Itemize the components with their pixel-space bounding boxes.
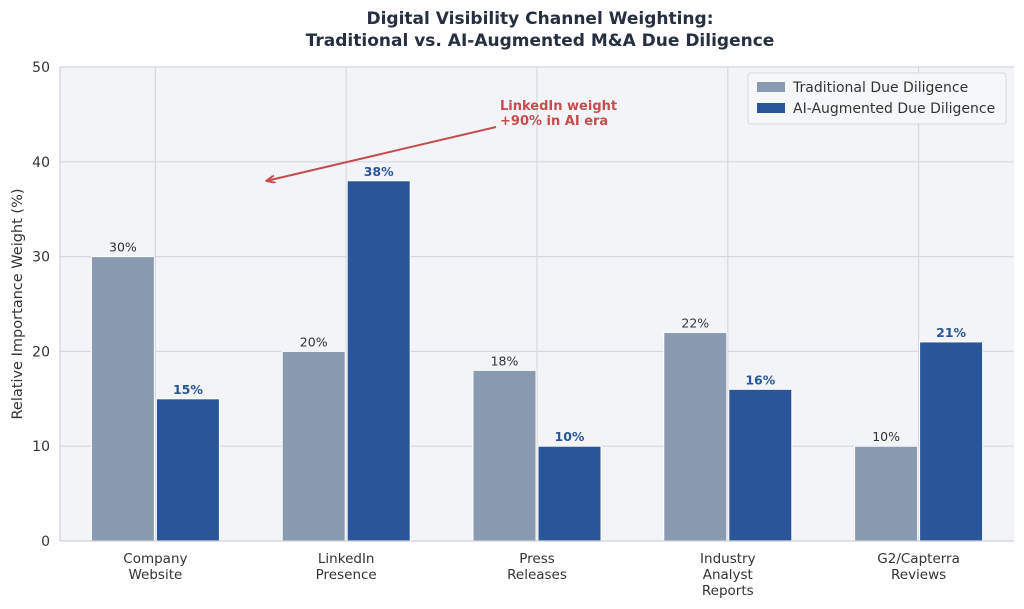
bar-ai-augmented xyxy=(537,445,602,542)
data-label-ai-augmented: 16% xyxy=(745,372,775,387)
y-tick-label: 40 xyxy=(32,155,50,171)
x-tick-label: G2/Capterra Reviews xyxy=(877,551,960,583)
bar-traditional xyxy=(854,445,919,542)
chart-title-line-1: Digital Visibility Channel Weighting: xyxy=(366,9,713,29)
data-labels: 30% 20% 18% 22% 10% 15% 38% 10% 16% 21% xyxy=(109,164,967,444)
bar-traditional xyxy=(472,369,537,542)
data-label-traditional: 18% xyxy=(491,353,519,368)
x-tick-label-line: Reviews xyxy=(891,567,946,583)
x-tick-label-line: Presence xyxy=(316,567,377,583)
annotation: LinkedIn weight+90% in AI era xyxy=(267,99,617,181)
data-label-ai-augmented: 21% xyxy=(936,325,966,340)
bar-traditional xyxy=(90,256,155,542)
legend-box xyxy=(747,72,1007,125)
legend-label: AI-Augmented Due Diligence xyxy=(793,101,995,117)
bars xyxy=(90,180,984,542)
chart-title-line-2: Traditional vs. AI-Augmented M&A Due Dil… xyxy=(306,31,775,51)
data-label-ai-augmented: 38% xyxy=(364,164,394,179)
annotation-text: LinkedIn weight xyxy=(500,99,617,114)
data-label-traditional: 20% xyxy=(300,334,328,349)
data-label-traditional: 30% xyxy=(109,240,137,255)
data-label-traditional: 10% xyxy=(872,429,900,444)
x-tick-label-line: Reports xyxy=(702,583,754,599)
y-tick-label: 10 xyxy=(32,439,50,455)
legend-label: Traditional Due Diligence xyxy=(792,80,968,96)
bar-traditional xyxy=(663,331,728,542)
data-label-traditional: 22% xyxy=(681,315,709,330)
bar-ai-augmented xyxy=(155,398,220,542)
x-tick-labels: Company Website LinkedIn Presence Press Relea… xyxy=(123,551,960,599)
bar-ai-augmented xyxy=(346,180,411,542)
annotation-arrow xyxy=(267,126,497,181)
x-tick-label-line: Company xyxy=(123,551,187,567)
data-label-ai-augmented: 10% xyxy=(555,429,585,444)
y-tick-labels: 0 10 20 30 40 50 xyxy=(32,60,50,550)
axes xyxy=(59,67,1014,542)
legend-swatch xyxy=(757,82,785,92)
bar-ai-augmented xyxy=(919,341,984,542)
x-tick-label-line: Analyst xyxy=(703,567,753,583)
bar-ai-augmented xyxy=(728,388,793,542)
y-tick-label: 50 xyxy=(32,60,50,76)
x-tick-label-line: LinkedIn xyxy=(318,551,375,567)
annotation-text: +90% in AI era xyxy=(500,114,608,129)
x-tick-label-line: Releases xyxy=(507,567,567,583)
x-tick-label-line: Press xyxy=(519,551,555,567)
x-tick-label-line: G2/Capterra xyxy=(877,551,960,567)
chart-title: Digital Visibility Channel Weighting: Tr… xyxy=(306,9,775,51)
y-tick-label: 0 xyxy=(41,534,50,550)
legend-swatch xyxy=(757,103,785,113)
legend: Traditional Due Diligence AI-Augmented Du… xyxy=(747,72,1007,125)
x-tick-label-line: Industry xyxy=(700,551,756,567)
x-tick-label: Company Website xyxy=(123,551,187,583)
y-axis-label: Relative Importance Weight (%) xyxy=(10,188,26,419)
x-tick-label: LinkedIn Presence xyxy=(316,551,377,583)
x-tick-label: Industry Analyst Reports xyxy=(700,551,756,599)
y-tick-label: 30 xyxy=(32,250,50,266)
x-tick-label-line: Website xyxy=(128,567,182,583)
bar-traditional xyxy=(281,350,346,542)
x-tick-label: Press Releases xyxy=(507,551,567,583)
y-tick-label: 20 xyxy=(32,344,50,360)
data-label-ai-augmented: 15% xyxy=(173,382,203,397)
